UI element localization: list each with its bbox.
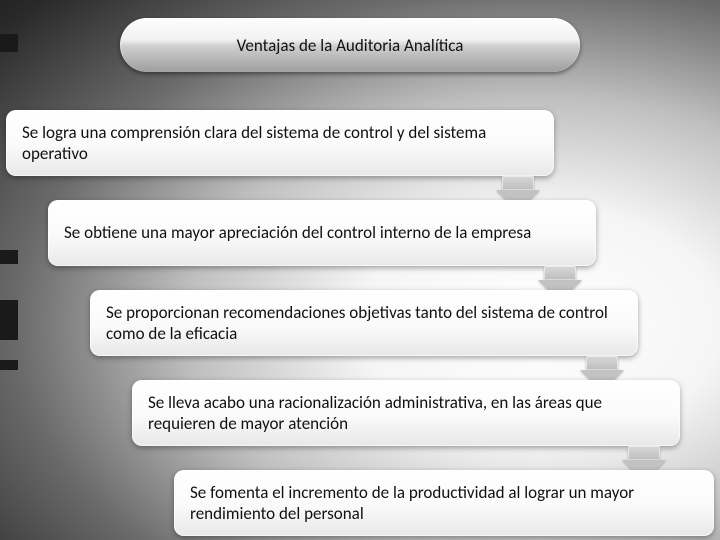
arrow-shaft [586,356,618,370]
slide-canvas: Ventajas de la Auditoria Analítica Se lo… [0,0,720,540]
step-text: Se obtiene una mayor apreciación del con… [64,222,531,243]
step-text: Se proporcionan recomendaciones objetiva… [106,302,622,345]
step-box-4: Se lleva acabo una racionalización admin… [132,380,680,446]
step-text: Se lleva acabo una racionalización admin… [148,392,664,435]
step-box-2: Se obtiene una mayor apreciación del con… [48,200,596,266]
arrow-shaft [544,266,576,280]
title-pill: Ventajas de la Auditoria Analítica [120,18,580,72]
step-box-5: Se fomenta el incremento de la productiv… [174,470,714,536]
left-bar [0,360,18,370]
left-bar [0,250,18,264]
step-box-3: Se proporcionan recomendaciones objetiva… [90,290,638,356]
title-container: Ventajas de la Auditoria Analítica [120,18,580,72]
left-bar [0,34,18,52]
arrow-shaft [502,176,534,190]
step-text: Se fomenta el incremento de la productiv… [190,482,698,525]
left-bar [0,300,18,340]
step-text: Se logra una comprensión clara del siste… [22,122,538,165]
arrow-shaft [628,446,660,460]
left-decoration [0,0,30,540]
step-box-1: Se logra una comprensión clara del siste… [6,110,554,176]
title-text: Ventajas de la Auditoria Analítica [237,35,464,56]
